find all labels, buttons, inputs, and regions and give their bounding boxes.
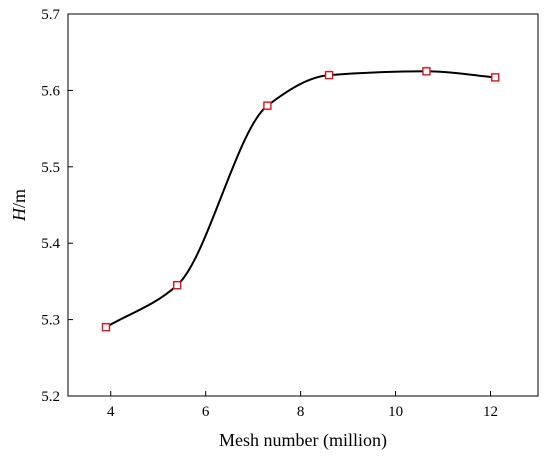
y-tick-label: 5.2 bbox=[41, 389, 60, 405]
axis-ticks bbox=[68, 13, 492, 397]
data-point-marker bbox=[491, 73, 500, 82]
y-tick-label: 5.7 bbox=[41, 7, 60, 23]
data-point-marker bbox=[422, 67, 431, 76]
y-tick-label: 5.3 bbox=[41, 313, 60, 329]
x-axis-label: Mesh number (million) bbox=[219, 430, 387, 451]
y-tick-label: 5.6 bbox=[41, 83, 60, 99]
x-tick-label: 8 bbox=[297, 404, 305, 420]
axis-tick-labels: 4 6 8 10 12 5.2 5.3 5.4 5.5 5.6 5.7 bbox=[41, 7, 498, 420]
y-axis-label-symbol: H bbox=[9, 207, 29, 222]
y-axis-label: H/m bbox=[9, 189, 29, 222]
y-tick-label: 5.4 bbox=[41, 236, 60, 252]
plot-frame bbox=[67, 13, 539, 397]
data-point-marker bbox=[324, 70, 334, 80]
x-tick-label: 4 bbox=[107, 404, 115, 420]
y-axis-label-unit: /m bbox=[9, 189, 29, 208]
series-line bbox=[105, 70, 496, 329]
x-tick-label: 6 bbox=[202, 404, 210, 420]
data-point-marker bbox=[263, 101, 272, 110]
data-point-marker bbox=[101, 323, 111, 332]
series-markers bbox=[101, 67, 500, 332]
data-point-marker bbox=[172, 281, 182, 290]
y-tick-label: 5.5 bbox=[41, 160, 60, 176]
x-tick-label: 12 bbox=[483, 404, 498, 420]
x-tick-label: 10 bbox=[388, 404, 403, 420]
